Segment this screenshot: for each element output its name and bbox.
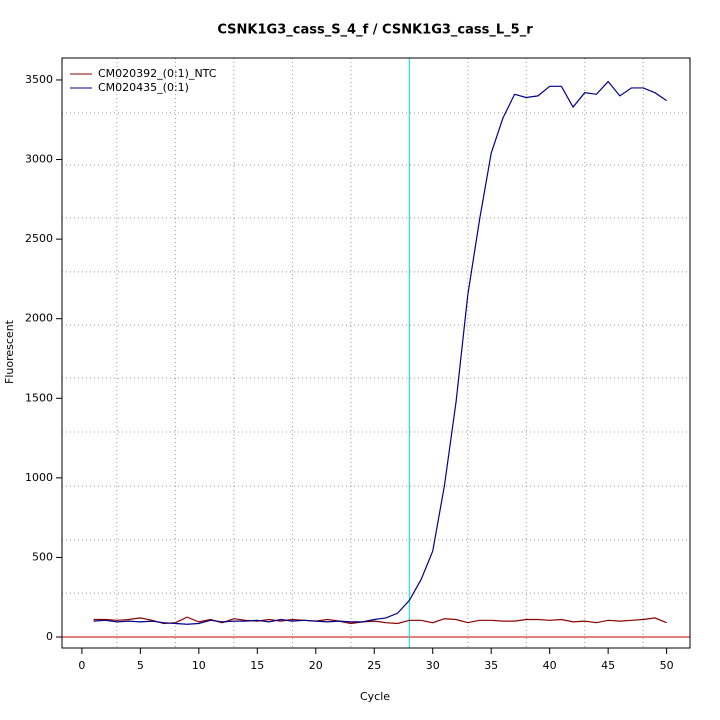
x-tick-label: 35: [484, 659, 498, 672]
y-tick-label: 0: [46, 630, 53, 643]
y-tick-label: 500: [32, 550, 53, 563]
x-tick-label: 15: [250, 659, 264, 672]
x-tick-label: 0: [78, 659, 85, 672]
chart-title: CSNK1G3_cass_S_4_f / CSNK1G3_cass_L_5_r: [217, 23, 533, 38]
plot-frame: [61, 57, 691, 649]
x-tick-label: 40: [543, 659, 557, 672]
x-tick-label: 25: [367, 659, 381, 672]
y-tick-label: 2000: [25, 312, 53, 325]
x-tick-label: 45: [601, 659, 615, 672]
x-tick-label: 5: [137, 659, 144, 672]
y-axis-label: Fluorescent: [3, 319, 16, 384]
y-tick-label: 2500: [25, 232, 53, 245]
legend-label: CM020435_(0:1): [98, 81, 189, 94]
y-tick-label: 3500: [25, 73, 53, 86]
y-tick-label: 1500: [25, 391, 53, 404]
series-line: [93, 616, 667, 625]
legend-label: CM020392_(0:1)_NTC: [98, 67, 217, 80]
y-tick-label: 3000: [25, 153, 53, 166]
x-tick-label: 20: [309, 659, 323, 672]
x-tick-label: 30: [426, 659, 440, 672]
y-tick-label: 1000: [25, 471, 53, 484]
series-line: [93, 80, 667, 625]
x-tick-label: 50: [660, 659, 674, 672]
x-axis-label: Cycle: [360, 690, 390, 703]
x-tick-label: 10: [192, 659, 206, 672]
